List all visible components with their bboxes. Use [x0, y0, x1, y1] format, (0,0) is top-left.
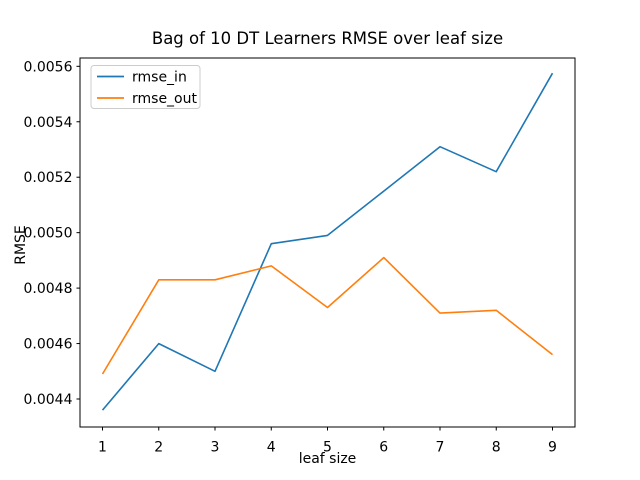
x-tick-label: 7: [436, 440, 445, 456]
y-tick-label: 0.0052: [24, 170, 73, 186]
x-tick-label: 3: [211, 440, 220, 456]
series-line-rmse_in: [101, 72, 554, 411]
y-axis: 0.0044 0.0046 0.0048 0.0050 0.0052 0.0054 0.00…: [24, 59, 80, 408]
x-tick-label: 4: [267, 440, 276, 456]
x-axis-label: leaf size: [298, 451, 357, 467]
x-tick-label: 9: [548, 440, 557, 456]
x-tick-label: 5: [323, 440, 332, 456]
y-tick-label: 0.0046: [24, 337, 73, 353]
y-tick-label: 0.0044: [24, 392, 73, 408]
x-tick-label: 8: [492, 440, 501, 456]
x-tick-label: 1: [98, 440, 107, 456]
plot-border: [79, 57, 576, 428]
chart-title: Bag of 10 DT Learners RMSE over leaf siz…: [151, 29, 504, 48]
series-line-rmse_out: [101, 256, 553, 375]
x-tick-label: 6: [379, 440, 388, 456]
y-tick-label: 0.0054: [24, 115, 73, 131]
legend-label-rmse_in: rmse_in: [132, 70, 187, 86]
x-axis: 1 2 3 4 5 6 7 8 9: [98, 427, 557, 456]
legend-label-rmse_out: rmse_out: [132, 91, 197, 107]
y-tick-label: 0.0050: [24, 226, 73, 242]
legend: rmse_in rmse_out: [90, 65, 201, 109]
y-tick-label: 0.0056: [24, 59, 73, 75]
x-tick-label: 2: [154, 440, 163, 456]
y-tick-label: 0.0048: [24, 281, 73, 297]
y-axis-label-text: RMSE: [13, 225, 29, 265]
